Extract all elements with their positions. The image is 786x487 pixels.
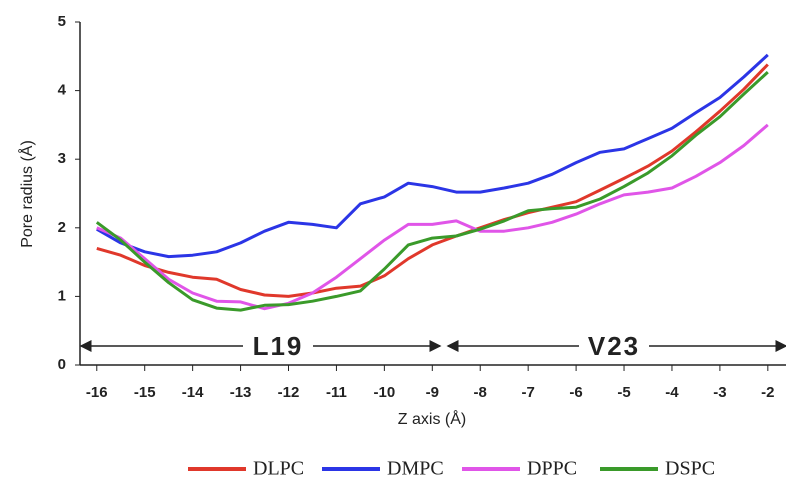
region-label: V23 bbox=[588, 331, 640, 361]
x-tick-label: -9 bbox=[426, 384, 439, 401]
legend-label: DMPC bbox=[387, 458, 444, 480]
x-tick-label: -3 bbox=[713, 384, 726, 401]
legend-label: DPPC bbox=[527, 458, 577, 480]
region-label: L19 bbox=[253, 331, 304, 361]
x-tick-label: -16 bbox=[86, 384, 108, 401]
y-tick-label: 0 bbox=[58, 356, 66, 373]
x-tick-label: -14 bbox=[182, 384, 204, 401]
x-tick-label: -10 bbox=[374, 384, 396, 401]
y-tick-label: 5 bbox=[58, 13, 66, 30]
x-tick-label: -13 bbox=[230, 384, 252, 401]
x-tick-label: -7 bbox=[521, 384, 534, 401]
series-line bbox=[96, 123, 769, 311]
x-tick-label: -4 bbox=[665, 384, 679, 401]
y-axis-title: Pore radius (Å) bbox=[17, 140, 36, 248]
x-tick-label: -11 bbox=[326, 384, 347, 401]
x-tick-label: -15 bbox=[134, 384, 156, 401]
x-axis-title: Z axis (Å) bbox=[398, 409, 466, 428]
legend-label: DLPC bbox=[253, 458, 304, 480]
x-tick-label: -12 bbox=[278, 384, 300, 401]
series-line bbox=[95, 70, 769, 312]
y-tick-label: 2 bbox=[58, 219, 66, 236]
x-tick-label: -5 bbox=[617, 384, 630, 401]
y-tick-label: 1 bbox=[58, 287, 66, 304]
series-line bbox=[96, 53, 769, 259]
x-tick-label: -2 bbox=[761, 384, 774, 401]
x-tick-label: -6 bbox=[569, 384, 582, 401]
series-line bbox=[96, 63, 769, 298]
x-tick-label: -8 bbox=[474, 384, 487, 401]
legend-label: DSPC bbox=[665, 458, 715, 480]
y-tick-label: 3 bbox=[58, 150, 66, 167]
y-tick-label: 4 bbox=[58, 82, 67, 99]
